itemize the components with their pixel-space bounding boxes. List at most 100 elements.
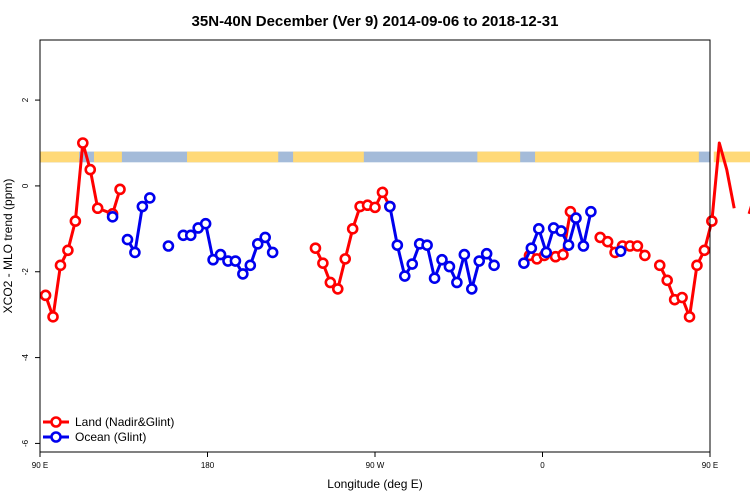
y-axis: 2 0 -2 -4 -6 [21,97,40,447]
series-0-line-0 [44,141,122,319]
series-1-point-33 [488,259,500,272]
series-0-point-39 [691,259,703,272]
series-1-point-3 [136,200,149,213]
x-tick-label-4: 90 E [702,461,718,470]
series-1-point-9 [199,217,212,230]
series-1-point-11 [214,248,227,261]
series-1-point-44 [614,245,627,257]
series-1-point-5 [162,240,175,252]
series-1-point-42 [577,240,590,252]
x-axis-label: Longitude (deg E) [327,477,422,491]
legend-ocean-marker [50,431,62,443]
land-segment-6 [713,151,750,163]
series-1-point-16 [251,238,264,250]
land-segment-0 [40,151,80,163]
series-0-point-38 [683,311,696,323]
series-1-point-18 [266,246,279,259]
y-tick-label-1: 0 [21,183,30,188]
series-1-point-34 [518,257,530,269]
series-0-point-0 [39,289,52,302]
series-0-point-35 [661,274,673,287]
land-segment-4 [477,151,521,163]
legend-land-marker [50,416,62,428]
series-1-point-10 [207,253,219,266]
series-0-point-15 [346,223,359,235]
series-1-point-41 [570,212,582,224]
series-1-point-40 [562,239,575,251]
land-segment-3 [293,151,364,163]
series-1-point-35 [525,242,538,254]
series-1-point-27 [443,260,456,273]
x-tick-label-2: 90 W [366,461,385,470]
series-1-point-26 [436,253,448,266]
y-tick-label-4: -6 [21,439,30,447]
series-0-point-40 [698,244,711,257]
series-1-point-24 [421,239,433,251]
y-tick-label-2: -2 [21,268,30,276]
series-0-point-10 [309,242,322,254]
series-1-point-7 [184,229,197,242]
legend-land-label: Land (Nadir&Glint) [75,415,174,429]
series-0-point-19 [376,186,389,199]
series-1-point-37 [540,246,553,259]
series-0-point-5 [77,137,89,149]
series-0-point-34 [653,259,666,272]
series-0-point-25 [557,248,569,261]
series-1-point-22 [406,258,419,270]
series-1-point-0 [106,211,119,223]
series-1-point-19 [384,200,396,213]
series-0-point-28 [601,235,614,248]
series-1-point-15 [244,259,257,272]
ocean-band [40,151,710,163]
series-1-point-30 [465,283,478,295]
series-1-point-43 [585,205,597,218]
series-0-point-9 [114,183,126,196]
x-tick-label-0: 90 E [32,461,48,470]
land-segment-5 [535,151,699,163]
series-1-point-29 [458,248,471,261]
series-0-point-4 [69,215,82,227]
series-1-point-39 [555,225,567,237]
series-1-point-36 [532,223,545,235]
series-0-point-41 [706,215,718,227]
series-0-point-18 [369,201,381,214]
land-segment-2 [187,151,279,163]
series-1-point-4 [144,192,156,204]
x-tick-label-3: 0 [540,461,545,470]
series-1-point-20 [391,239,404,251]
series-1-point-28 [451,276,463,289]
y-axis-label: XCO2 - MLO trend (ppm) [1,179,15,314]
series-0-point-33 [639,249,651,262]
plot-frame [39,39,711,453]
x-tick-label-1: 180 [201,461,215,470]
legend: Land (Nadir&Glint) Ocean (Glint) [43,415,174,444]
series-0-point-12 [324,276,337,289]
series-0 [39,137,750,323]
series-0-point-32 [631,240,644,252]
series-0-point-1 [47,311,59,323]
legend-ocean-label: Ocean (Glint) [75,430,146,444]
series-1-point-32 [480,247,493,260]
series-1-point-14 [237,268,249,280]
series-1-point-21 [398,270,411,282]
series-0-point-2 [54,259,67,272]
series-1-point-2 [129,246,141,259]
series-0-point-14 [339,253,352,265]
series-1-point-13 [229,255,242,267]
series-0-point-6 [84,163,97,176]
series-0-point-7 [91,202,104,215]
series-1-point-31 [473,255,486,267]
y-tick-label-0: 2 [21,97,30,102]
series-layer [39,137,750,323]
y-tick-label-3: -4 [21,353,30,361]
land-segment-1 [93,151,122,163]
series-1 [106,192,627,295]
series-1-point-17 [259,231,271,244]
series-1-point-25 [428,272,441,284]
series-0-line-6 [658,141,736,319]
series-0-point-3 [62,244,74,257]
series-0-point-37 [676,291,688,304]
series-0-point-13 [331,283,344,295]
series-1-point-1 [121,233,134,246]
